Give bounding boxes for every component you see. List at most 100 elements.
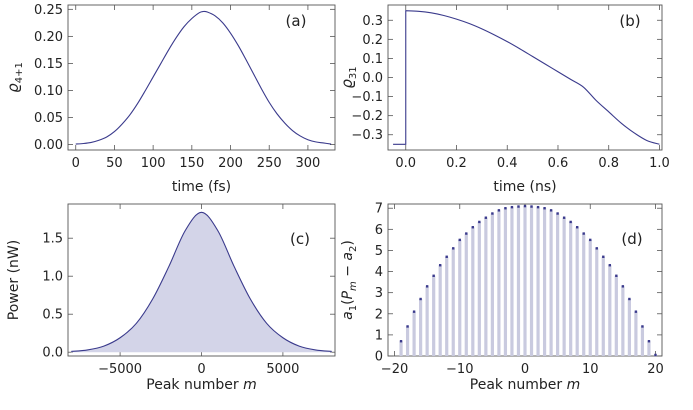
bar-point	[608, 264, 612, 267]
bar	[523, 206, 527, 356]
bar-point	[530, 205, 533, 208]
bar-point	[575, 226, 579, 229]
bar	[588, 239, 592, 356]
bar	[621, 286, 625, 356]
bar-point	[478, 220, 481, 224]
bar	[419, 299, 423, 356]
x-tick-label: 250	[257, 156, 282, 171]
bar	[425, 286, 429, 356]
bar	[477, 221, 481, 356]
y-tick-label: 3	[375, 286, 383, 301]
panel-label: (d)	[621, 230, 642, 248]
bar	[536, 207, 540, 356]
x-tick-label: 100	[141, 156, 166, 171]
y-axis-label: Power (nW)	[6, 240, 22, 320]
panel-label: (c)	[290, 230, 310, 248]
bar-point	[628, 297, 631, 301]
panel-b: 0.0 0.2 0.4 0.6 0.8 1.0 −0.3 −0.2 −0.1 0.0 0.1 0.2 0…	[338, 4, 670, 195]
bar	[451, 248, 455, 356]
bar	[432, 275, 436, 356]
y-axis-label-a1-sub: 1	[348, 305, 359, 311]
y-axis-label-P-sub: m	[348, 281, 359, 291]
bar-point	[536, 205, 540, 209]
y-tick-label: 0.05	[34, 111, 63, 126]
x-tick-label: 1.0	[649, 156, 670, 171]
bar-point	[445, 255, 448, 258]
bar-point	[523, 204, 527, 208]
bar-point	[425, 285, 429, 288]
x-tick-label: 150	[179, 156, 204, 171]
x-tick-label: 0.2	[446, 156, 467, 171]
y-axis-label-symbol: ϱ	[4, 83, 22, 93]
bar	[490, 213, 494, 356]
y-tick-label: 0.0	[362, 71, 383, 86]
bar	[575, 227, 579, 356]
x-axis-label-var: m	[567, 377, 581, 393]
panel-c: −5000 0 5000 0.0 0.5 1.0 1.5 Peak number m Power…	[6, 203, 336, 393]
x-axis-label-var: m	[243, 377, 257, 393]
bar	[627, 299, 631, 356]
bar	[503, 208, 508, 356]
x-axis-label-text: Peak number	[470, 377, 567, 393]
x-tick-label: 0.4	[497, 156, 518, 171]
y-tick-label: 0	[375, 350, 383, 365]
x-tick-label: 0	[72, 156, 80, 171]
bar	[562, 217, 566, 356]
panel-label: (b)	[619, 12, 640, 30]
bar	[497, 210, 501, 356]
series-line	[393, 10, 660, 145]
series-line	[71, 211, 332, 352]
bar	[608, 265, 612, 356]
bar	[529, 206, 534, 356]
bar	[516, 206, 521, 356]
bar-point	[419, 297, 422, 301]
bar	[464, 233, 468, 356]
area-fill	[71, 212, 332, 353]
bar-point	[497, 209, 501, 212]
x-axis-label: time (ns)	[493, 179, 556, 195]
bar	[595, 248, 599, 356]
bar-point	[556, 212, 559, 215]
x-tick-label: 5000	[266, 362, 299, 377]
x-tick-label: 0	[521, 362, 529, 377]
x-tick-label: 200	[218, 156, 243, 171]
y-tick-label: −0.3	[351, 128, 383, 143]
bar-point	[615, 274, 618, 277]
bar-point	[549, 209, 553, 212]
bar-point	[582, 232, 585, 235]
bar-point	[406, 325, 409, 328]
y-axis-label-a2-sub: 2	[348, 246, 359, 252]
bar	[556, 213, 560, 356]
y-tick-label: 0.00	[34, 138, 63, 153]
y-tick-label: 7	[375, 202, 383, 217]
bar-point	[504, 207, 507, 210]
x-tick-label: 50	[106, 156, 123, 171]
x-tick-label: 0	[197, 362, 205, 377]
y-tick-label: 1	[375, 328, 383, 343]
bar	[445, 256, 449, 356]
bar	[412, 311, 416, 356]
bar-point	[438, 264, 442, 267]
y-tick-label: 1.0	[42, 270, 63, 285]
y-tick-label: 0.15	[34, 57, 63, 72]
bar	[549, 210, 553, 356]
bar-point	[589, 238, 592, 242]
bar-point	[452, 247, 455, 250]
y-axis-label-minus: −	[340, 261, 356, 282]
y-tick-label: 0.1	[362, 52, 383, 67]
y-axis-label-subscript: 31	[348, 66, 359, 79]
bar	[471, 227, 475, 356]
bar	[484, 217, 488, 356]
y-axis-label-a1: a	[340, 311, 356, 320]
bar	[458, 239, 462, 356]
bar-point	[458, 238, 461, 242]
bar-point	[543, 207, 546, 210]
bar	[405, 326, 410, 356]
bar-point	[634, 310, 638, 313]
y-tick-label: 0.2	[362, 33, 383, 48]
x-tick-label: −10	[446, 362, 473, 377]
y-tick-label: 4	[375, 265, 383, 280]
bar-point	[471, 226, 475, 229]
bar-point	[595, 247, 598, 250]
